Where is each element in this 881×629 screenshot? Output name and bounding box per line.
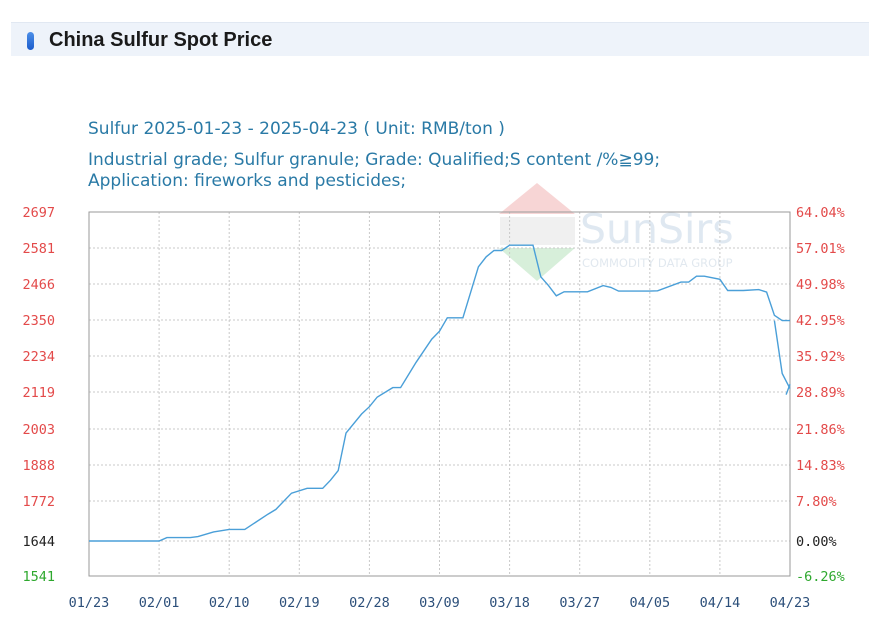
y-tick-label: 2581 — [22, 241, 55, 257]
x-tick-label: 04/14 — [700, 595, 741, 611]
y2-tick-label: 28.89% — [796, 385, 845, 401]
chart-subtitle-line-1: Industrial grade; Sulfur granule; Grade:… — [88, 150, 660, 170]
y2-tick-label: 64.04% — [796, 205, 845, 221]
y-tick-label: 2466 — [22, 277, 55, 293]
sunsirs-watermark: SunSirs COMMODITY DATA GROUP — [499, 183, 734, 281]
y-tick-label: 1644 — [22, 534, 55, 550]
y2-tick-label: 57.01% — [796, 241, 845, 257]
x-tick-label: 04/05 — [629, 595, 670, 611]
y2-tick-label: 0.00% — [796, 534, 837, 550]
y2-tick-label: 21.86% — [796, 422, 845, 438]
y2-tick-label: -6.26% — [796, 569, 845, 585]
y-tick-label: 1888 — [22, 458, 55, 474]
series-line-3 — [785, 383, 791, 395]
left-axis-ticks: 2697 2581 2466 2350 2234 2119 2003 1888 1772 1644… — [22, 205, 55, 585]
watermark-logo-top-icon — [499, 183, 575, 214]
chart-subtitle-line-2: Application: fireworks and pesticides; — [88, 171, 406, 191]
plot-frame — [88, 211, 791, 577]
right-axis-ticks: 64.04% 57.01% 49.98% 42.95% 35.92% 28.89% 21.8… — [796, 205, 845, 585]
title-bar: China Sulfur Spot Price — [11, 22, 869, 56]
x-tick-label: 02/01 — [139, 595, 180, 611]
y-tick-label: 2697 — [22, 205, 55, 221]
y2-tick-label: 49.98% — [796, 277, 845, 293]
x-tick-label: 04/23 — [770, 595, 811, 611]
y-tick-label: 1772 — [22, 494, 55, 510]
y2-tick-label: 42.95% — [796, 313, 845, 329]
chart-series — [89, 244, 791, 542]
x-tick-label: 02/10 — [209, 595, 250, 611]
chart-grid — [89, 212, 790, 576]
y2-tick-label: 35.92% — [796, 349, 845, 365]
y2-tick-label: 7.80% — [796, 494, 837, 510]
watermark-logo-bottom-icon — [499, 248, 575, 281]
x-tick-label: 03/09 — [419, 595, 460, 611]
y2-tick-label: 14.83% — [796, 458, 845, 474]
y-tick-label: 1541 — [22, 569, 55, 585]
x-tick-label: 03/18 — [489, 595, 530, 611]
y-tick-label: 2119 — [22, 385, 55, 401]
series-line-1 — [89, 244, 790, 542]
x-tick-label: 01/23 — [69, 595, 110, 611]
page-title: China Sulfur Spot Price — [49, 29, 273, 51]
watermark-brand: SunSirs — [580, 205, 734, 253]
series-line-2 — [773, 320, 791, 389]
x-axis-ticks: 01/23 02/01 02/10 02/19 02/28 03/09 03/18 03/27… — [69, 595, 811, 611]
x-tick-label: 02/28 — [349, 595, 390, 611]
y-tick-label: 2350 — [22, 313, 55, 329]
y-tick-label: 2234 — [22, 349, 55, 365]
watermark-logo-band-icon — [500, 217, 575, 245]
pill-marker-icon — [27, 32, 34, 50]
x-tick-label: 02/19 — [279, 595, 320, 611]
y-tick-label: 2003 — [22, 422, 55, 438]
chart-title: Sulfur 2025-01-23 - 2025-04-23 ( Unit: R… — [88, 119, 505, 139]
x-tick-label: 03/27 — [559, 595, 600, 611]
watermark-tagline: COMMODITY DATA GROUP — [582, 256, 733, 270]
